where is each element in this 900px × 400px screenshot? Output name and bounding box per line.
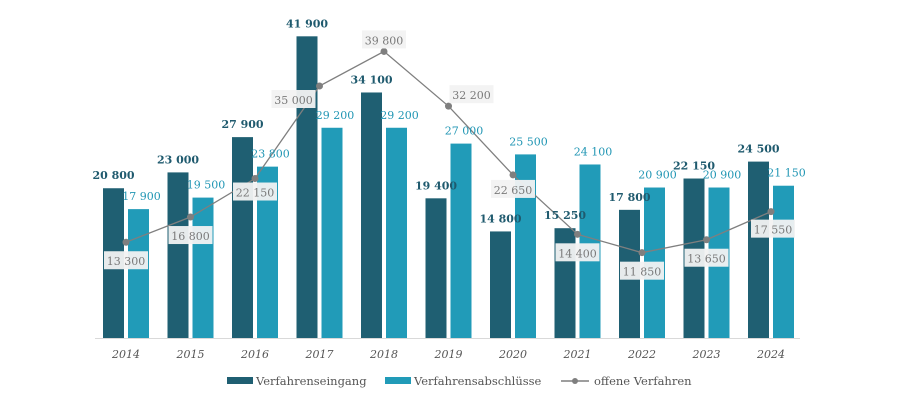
x-tick-2020: 2020 (498, 348, 527, 361)
data-label-box-offene-verfahren-2019 (449, 85, 494, 104)
bar-verfahrenseingang-2020 (490, 231, 511, 338)
data-label-verfahrenseingang-2015: 23 000 (157, 153, 199, 166)
data-label-verfahrensabschluesse-2021: 24 100 (574, 145, 613, 158)
data-label-offene-verfahren-2019: 32 200 (452, 89, 491, 102)
data-label-verfahrensabschluesse-2022: 20 900 (638, 169, 677, 182)
data-label-verfahrensabschluesse-2017: 29 200 (316, 109, 355, 122)
bar-verfahrensabschluesse-2017 (321, 127, 343, 338)
marker-offene-verfahren-2016 (251, 175, 259, 183)
marker-offene-verfahren-2021 (574, 230, 581, 238)
marker-offene-verfahren-2015 (187, 213, 194, 221)
marker-offene-verfahren-2018 (380, 47, 388, 55)
bar-verfahrenseingang-2018 (361, 92, 382, 338)
x-tick-2015: 2015 (176, 348, 205, 361)
bar-verfahrenseingang-2017 (296, 36, 318, 338)
data-label-offene-verfahren-2017: 35 000 (274, 94, 313, 107)
data-label-offene-verfahren-2020: 22 650 (494, 184, 533, 197)
data-label-verfahrenseingang-2019: 19 400 (415, 179, 457, 192)
legend-swatch-verfahrenseingang (227, 377, 253, 384)
x-tick-2022: 2022 (627, 348, 656, 361)
marker-offene-verfahren-2014 (122, 238, 130, 246)
data-label-verfahrenseingang-2022: 17 800 (608, 191, 650, 204)
data-label-verfahrensabschluesse-2016: 23 800 (251, 148, 290, 161)
marker-offene-verfahren-2022 (638, 249, 646, 257)
data-label-verfahrensabschluesse-2014: 17 900 (122, 190, 161, 203)
data-label-verfahrensabschluesse-2024: 21 150 (767, 167, 806, 180)
data-label-verfahrenseingang-2020: 14 800 (479, 212, 521, 225)
data-label-box-offene-verfahren-2018 (362, 30, 406, 49)
data-label-verfahrenseingang-2016: 27 900 (221, 118, 263, 131)
legend-swatch-verfahrensabschluesse (385, 377, 411, 384)
bar-verfahrensabschluesse-2014 (128, 209, 149, 338)
legend-item-verfahrensabschluesse[interactable]: Verfahrensabschlüsse (385, 374, 542, 388)
data-label-offene-verfahren-2022: 11 850 (623, 266, 662, 279)
legend-item-offene-verfahren[interactable]: offene Verfahren (561, 374, 692, 388)
x-tick-2023: 2023 (692, 348, 721, 361)
data-label-offene-verfahren-2018: 39 800 (365, 34, 404, 47)
legend-label-offene-verfahren: offene Verfahren (594, 374, 692, 388)
data-label-offene-verfahren-2024: 17 550 (754, 224, 793, 237)
line-layer (122, 47, 775, 257)
bar-verfahrenseingang-2016 (232, 137, 253, 338)
data-label-box-offene-verfahren-2022 (620, 261, 664, 280)
data-label-verfahrensabschluesse-2019: 27 000 (445, 125, 484, 138)
x-tick-2018: 2018 (369, 348, 398, 361)
marker-offene-verfahren-2020 (509, 171, 517, 179)
x-tick-2021: 2021 (563, 348, 592, 361)
marker-offene-verfahren-2023 (703, 236, 710, 244)
data-label-box-offene-verfahren-2020 (491, 179, 535, 198)
data-label-box-offene-verfahren-2014 (104, 251, 148, 270)
bar-verfahrenseingang-2024 (748, 161, 769, 338)
data-label-box-offene-verfahren-2021 (555, 243, 600, 262)
bar-verfahrensabschluesse-2024 (773, 185, 794, 338)
bar-verfahrensabschluesse-2015 (192, 197, 214, 338)
data-label-verfahrensabschluesse-2020: 25 500 (509, 135, 548, 148)
data-label-offene-verfahren-2014: 13 300 (107, 255, 146, 268)
data-label-verfahrensabschluesse-2018: 29 200 (380, 109, 419, 122)
data-label-offene-verfahren-2023: 13 650 (687, 253, 726, 266)
legend: Verfahrenseingang Verfahrensabschlüsse o… (227, 374, 692, 388)
x-tick-labels: 2014 2015 2016 2017 2018 2019 2020 2021 2022 2023… (111, 348, 785, 361)
bar-verfahrenseingang-2015 (167, 172, 189, 338)
x-tick-2017: 2017 (305, 348, 334, 361)
legend-item-verfahrenseingang[interactable]: Verfahrenseingang (227, 374, 367, 388)
data-label-verfahrensabschluesse-2023: 20 900 (703, 169, 742, 182)
data-label-verfahrensabschluesse-2015: 19 500 (187, 179, 226, 192)
legend-label-verfahrenseingang: Verfahrenseingang (255, 374, 367, 388)
data-label-offene-verfahren-2021: 14 400 (558, 247, 597, 260)
data-label-verfahrenseingang-2023: 22 150 (673, 160, 715, 173)
data-label-offene-verfahren-2015: 16 800 (171, 230, 210, 243)
legend-label-verfahrensabschluesse: Verfahrensabschlüsse (413, 374, 542, 388)
bar-verfahrensabschluesse-2016 (257, 166, 278, 338)
data-label-box-offene-verfahren-2023 (684, 248, 729, 267)
data-label-verfahrenseingang-2014: 20 800 (92, 169, 134, 182)
data-label-verfahrenseingang-2024: 24 500 (737, 143, 779, 156)
labels-layer: 20 800 17 900 23 000 19 500 27 900 23 800 41 9… (92, 17, 806, 280)
data-label-verfahrenseingang-2021: 15 250 (544, 209, 586, 222)
bar-verfahrensabschluesse-2019 (450, 143, 472, 338)
bar-verfahrensabschluesse-2020 (515, 154, 536, 338)
data-label-box-offene-verfahren-2024 (751, 219, 795, 238)
data-label-verfahrenseingang-2017: 41 900 (286, 17, 328, 30)
x-tick-2016: 2016 (240, 348, 269, 361)
data-label-box-offene-verfahren-2016 (233, 182, 277, 201)
data-label-offene-verfahren-2016: 22 150 (236, 187, 275, 200)
bars-layer (103, 36, 794, 338)
marker-offene-verfahren-2024 (767, 208, 775, 216)
data-label-verfahrenseingang-2018: 34 100 (350, 73, 392, 86)
marker-offene-verfahren-2017 (316, 82, 323, 90)
bar-verfahrenseingang-2019 (425, 198, 447, 338)
data-label-box-offene-verfahren-2015 (168, 226, 213, 245)
bar-verfahrensabschluesse-2018 (386, 127, 407, 338)
line-offene-verfahren (125, 50, 772, 254)
x-tick-2024: 2024 (756, 348, 785, 361)
x-tick-2014: 2014 (111, 348, 140, 361)
data-label-box-offene-verfahren-2017 (271, 90, 316, 108)
marker-offene-verfahren-2019 (445, 102, 452, 110)
x-tick-2019: 2019 (434, 348, 463, 361)
legend-marker-offene-verfahren (572, 378, 578, 384)
